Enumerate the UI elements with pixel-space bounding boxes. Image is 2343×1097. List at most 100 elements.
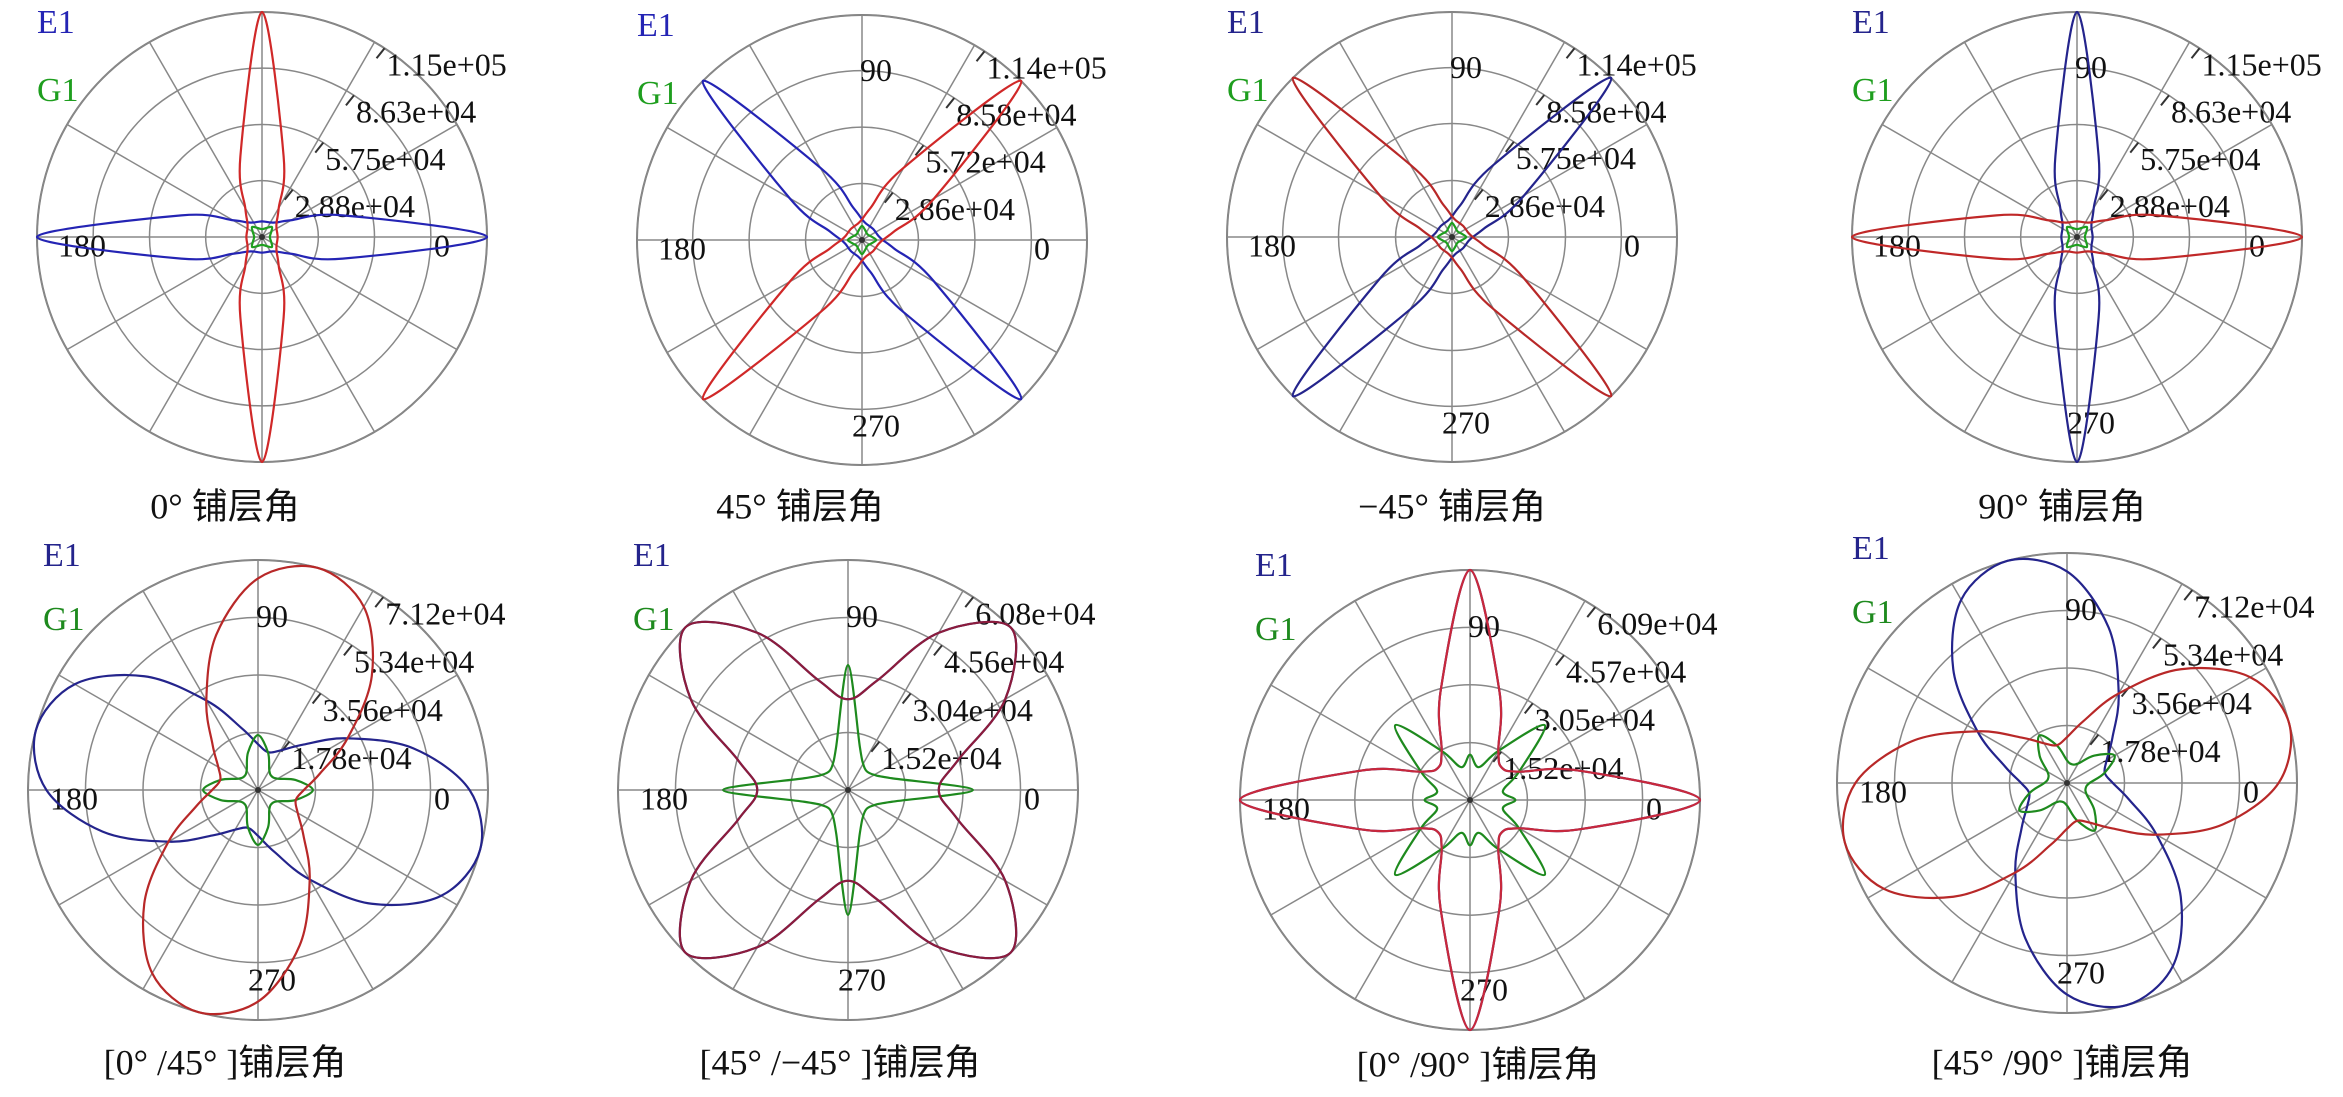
legend-label: E1 [37,4,75,41]
grid-ring [142,674,374,906]
r-tick [2160,94,2170,107]
center-dot [1449,234,1455,240]
spoke [1338,41,1453,238]
r-tick-label: 1.15e+05 [387,47,507,83]
r-tick-label: 3.56e+04 [2132,685,2252,721]
r-tick-label: 8.63e+04 [2171,94,2291,130]
r-tick [1505,141,1515,153]
r-tick-label: 4.57e+04 [1566,654,1686,690]
polar-chart: 1.52e+043.05e+044.57e+046.09e+0409018027… [1238,547,1718,1084]
r-tick-label: 3.04e+04 [913,692,1033,728]
grid-ring [789,731,907,849]
r-tick-label: 7.12e+04 [385,595,505,631]
chart-title: [45° /−45° ]铺层角 [699,1042,980,1082]
angle-label: 270 [2067,404,2115,440]
spoke [1451,236,1648,351]
chart-title: 0° 铺层角 [150,486,299,526]
r-tick-label: 5.75e+04 [2140,141,2260,177]
spoke [1256,236,1453,351]
legend-label: G1 [1255,611,1297,648]
center-dot [845,787,851,793]
grid-ring [1296,626,1644,974]
grid-ring [92,67,432,407]
angle-label: 180 [1262,790,1310,826]
angle-label: 180 [50,780,98,816]
legend-label: E1 [637,7,675,44]
angle-label: 270 [1442,404,1490,440]
legend-label: E1 [1227,4,1265,41]
grid-ring [1411,741,1529,859]
r-tick-label: 1.52e+04 [881,740,1001,776]
r-tick-label: 1.78e+04 [291,740,411,776]
polar-curve [1238,568,1702,1032]
r-tick [1535,94,1546,106]
chart-title: [0° /45° ]铺层角 [104,1042,347,1082]
r-tick [314,142,325,154]
r-tick [2129,142,2140,154]
chart-title: [45° /90° ]铺层角 [1932,1042,2193,1082]
center-dot [1467,797,1473,803]
polar-chart: 2.88e+045.75e+048.63e+041.15e+050180E1G1… [35,4,507,526]
r-tick-label: 3.05e+04 [1535,702,1655,738]
legend-label: G1 [43,601,85,638]
angle-label: 90 [860,52,892,88]
grid-ring [1836,552,2298,1014]
r-tick-label: 1.15e+05 [2202,47,2322,83]
grid-ring [199,731,317,849]
r-tick [870,741,881,753]
r-tick-label: 2.88e+04 [2110,188,2230,224]
polar-curve [846,224,878,256]
r-tick [2152,637,2162,649]
grid-ring [204,179,320,295]
polar-curve [201,733,315,847]
legend-label: E1 [43,537,81,574]
r-tick [2183,589,2194,601]
r-tick [914,144,925,156]
angle-label: 0 [2249,227,2265,263]
r-tick-label: 5.34e+04 [2163,637,2283,673]
angle-label: 90 [846,598,878,634]
center-dot [255,787,261,793]
spoke [1338,236,1453,433]
angle-label: 90 [256,598,288,634]
grid-ring [2019,179,2135,295]
r-tick-label: 5.75e+04 [325,141,445,177]
r-tick [933,644,943,656]
grid-ring [674,616,1022,964]
r-tick-label: 1.14e+05 [1577,47,1697,83]
r-tick [2089,734,2100,746]
r-tick [1555,654,1565,666]
r-tick-label: 2.86e+04 [1485,188,1605,224]
angle-label: 0 [434,780,450,816]
r-tick [343,644,353,656]
angle-label: 180 [1248,227,1296,263]
r-tick-label: 2.86e+04 [895,191,1015,227]
polar-curve [1850,213,2304,261]
chart-title: 45° 铺层角 [716,486,883,526]
polar-curve [142,564,374,1016]
angle-label: 90 [1450,49,1482,85]
angle-label: 0 [1024,780,1040,816]
r-tick [901,692,912,705]
grid-ring [1907,67,2247,407]
grid-ring [636,14,1088,466]
polar-curve [1436,221,1468,253]
polar-curve [722,664,974,916]
angle-label: 0 [1034,230,1050,266]
grid-ring [27,559,489,1021]
grid-ring [2008,724,2126,842]
r-tick [1492,751,1503,763]
r-tick [1523,702,1534,715]
polar-curve [701,79,1023,401]
grid-ring [1893,609,2241,957]
legend-label: E1 [1852,530,1890,567]
r-tick [1565,47,1576,59]
r-tick-label: 1.14e+05 [987,50,1107,86]
r-tick-label: 5.34e+04 [354,644,474,680]
r-tick [283,189,294,201]
grid-ring [1354,684,1586,916]
r-tick-label: 2.88e+04 [295,188,415,224]
grid-ring [1951,667,2183,899]
angle-label: 0 [434,227,450,263]
